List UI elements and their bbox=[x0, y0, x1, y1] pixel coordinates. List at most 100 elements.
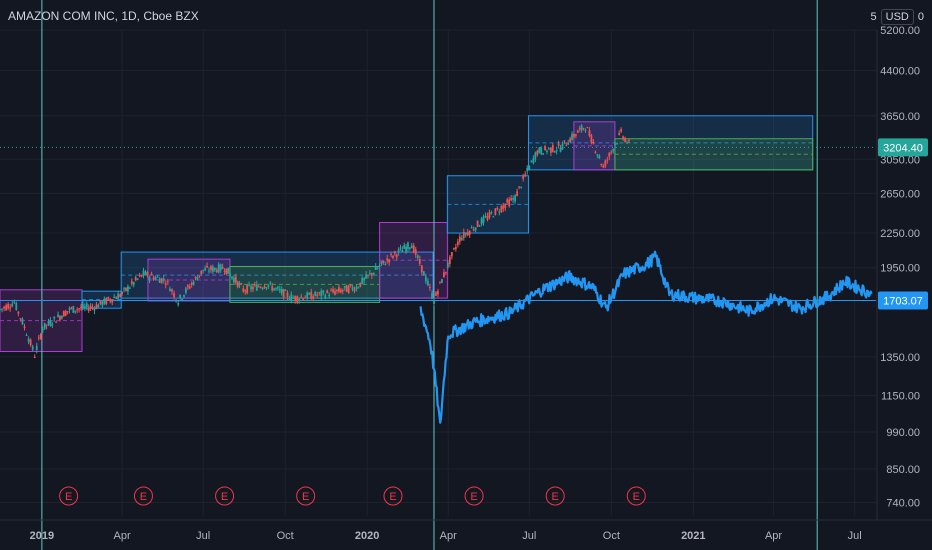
candle-body bbox=[370, 273, 373, 276]
candle-body bbox=[395, 254, 398, 258]
candle-body bbox=[223, 270, 226, 272]
candle-body bbox=[181, 299, 183, 301]
candle-body bbox=[320, 290, 323, 297]
candle-body bbox=[445, 271, 447, 273]
candle-body bbox=[536, 150, 539, 155]
candle-body bbox=[160, 278, 163, 283]
candle-body bbox=[345, 285, 348, 292]
candle-body bbox=[424, 276, 427, 282]
candle-body bbox=[378, 265, 381, 267]
candle-body bbox=[450, 251, 453, 257]
level-price-badge: 1703.07 bbox=[878, 291, 928, 310]
candle-body bbox=[31, 346, 34, 350]
candle-body bbox=[528, 166, 531, 171]
candle-body bbox=[422, 271, 425, 276]
candle-body bbox=[416, 255, 419, 258]
candle-body bbox=[349, 284, 352, 287]
candle-body bbox=[246, 285, 249, 294]
candle-body bbox=[229, 273, 232, 277]
candle-body bbox=[166, 280, 169, 282]
candle-body bbox=[115, 297, 118, 299]
candle-body bbox=[626, 142, 628, 144]
candle-body bbox=[500, 206, 503, 212]
y-tick-label: 2650.00 bbox=[880, 188, 920, 200]
candle-body bbox=[9, 307, 12, 309]
candle-body bbox=[186, 285, 189, 288]
candle-body bbox=[33, 357, 36, 359]
candle-body bbox=[263, 286, 266, 289]
earnings-circle bbox=[545, 486, 565, 506]
candle-body bbox=[219, 264, 222, 271]
candle-body bbox=[208, 270, 210, 272]
candle-body bbox=[484, 216, 487, 218]
candle-body bbox=[261, 288, 264, 290]
candle-body bbox=[192, 281, 195, 285]
candle-body bbox=[278, 289, 281, 291]
candle-body bbox=[546, 150, 548, 153]
candle-body bbox=[302, 298, 305, 301]
candle-body bbox=[437, 290, 439, 295]
candle-body bbox=[257, 286, 260, 288]
currency-code[interactable]: USD bbox=[880, 9, 914, 25]
candle-body bbox=[429, 286, 431, 288]
y-tick-label: 1950.00 bbox=[880, 263, 920, 275]
candle-body bbox=[231, 276, 233, 279]
candle-body bbox=[588, 130, 591, 136]
candle-body bbox=[602, 165, 605, 168]
candle-body bbox=[466, 232, 469, 236]
candle-body bbox=[559, 147, 562, 152]
candle-body bbox=[78, 308, 81, 310]
currency-selector[interactable]: 5 USD 0 bbox=[871, 9, 924, 25]
candle-body bbox=[439, 281, 441, 283]
candle-body bbox=[105, 298, 108, 304]
candle-body bbox=[551, 144, 554, 152]
candle-body bbox=[347, 286, 350, 293]
candle-body bbox=[433, 300, 435, 304]
candle-body bbox=[296, 296, 299, 302]
candle-body bbox=[334, 291, 336, 295]
candle-body bbox=[407, 242, 409, 249]
x-tick-label: Oct bbox=[603, 530, 620, 542]
candle-body bbox=[255, 284, 258, 291]
candle-body bbox=[573, 133, 575, 138]
last-price-badge: 3204.40 bbox=[878, 138, 928, 157]
earnings-label: E bbox=[633, 491, 640, 503]
x-tick-label: 2019 bbox=[30, 530, 54, 542]
candle-body bbox=[506, 199, 509, 203]
candle-body bbox=[369, 273, 371, 275]
candle-body bbox=[298, 298, 301, 301]
candle-body bbox=[518, 186, 521, 188]
candle-body bbox=[384, 263, 387, 265]
candle-body bbox=[478, 225, 481, 227]
comparison-line-series bbox=[419, 250, 873, 424]
candle-body bbox=[125, 287, 127, 291]
candle-body bbox=[538, 147, 541, 153]
candle-body bbox=[474, 227, 477, 231]
earnings-marker: E bbox=[215, 486, 235, 506]
candle-body bbox=[80, 306, 82, 309]
candle-body bbox=[29, 339, 32, 346]
candle-body bbox=[420, 265, 423, 273]
y-tick-label: 4400.00 bbox=[880, 65, 920, 77]
candle-body bbox=[144, 271, 147, 276]
candle-body bbox=[213, 267, 216, 271]
candle-body bbox=[43, 322, 46, 329]
candle-body bbox=[524, 174, 527, 176]
y-tick-label: 1350.00 bbox=[880, 352, 920, 364]
candle-body bbox=[269, 282, 272, 284]
x-tick-label: Apr bbox=[765, 530, 782, 542]
candle-body bbox=[188, 286, 191, 289]
candle-body bbox=[454, 246, 457, 250]
candle-body bbox=[15, 303, 18, 310]
candle-body bbox=[66, 311, 69, 313]
candle-body bbox=[618, 133, 621, 135]
candle-body bbox=[49, 320, 52, 326]
candle-body bbox=[555, 150, 558, 152]
candle-body bbox=[25, 334, 28, 336]
candle-body bbox=[97, 304, 100, 308]
candle-body bbox=[0, 309, 1, 311]
candle-body bbox=[403, 244, 406, 249]
y-tick-label: 1150.00 bbox=[881, 391, 920, 403]
candle-body bbox=[146, 271, 149, 277]
